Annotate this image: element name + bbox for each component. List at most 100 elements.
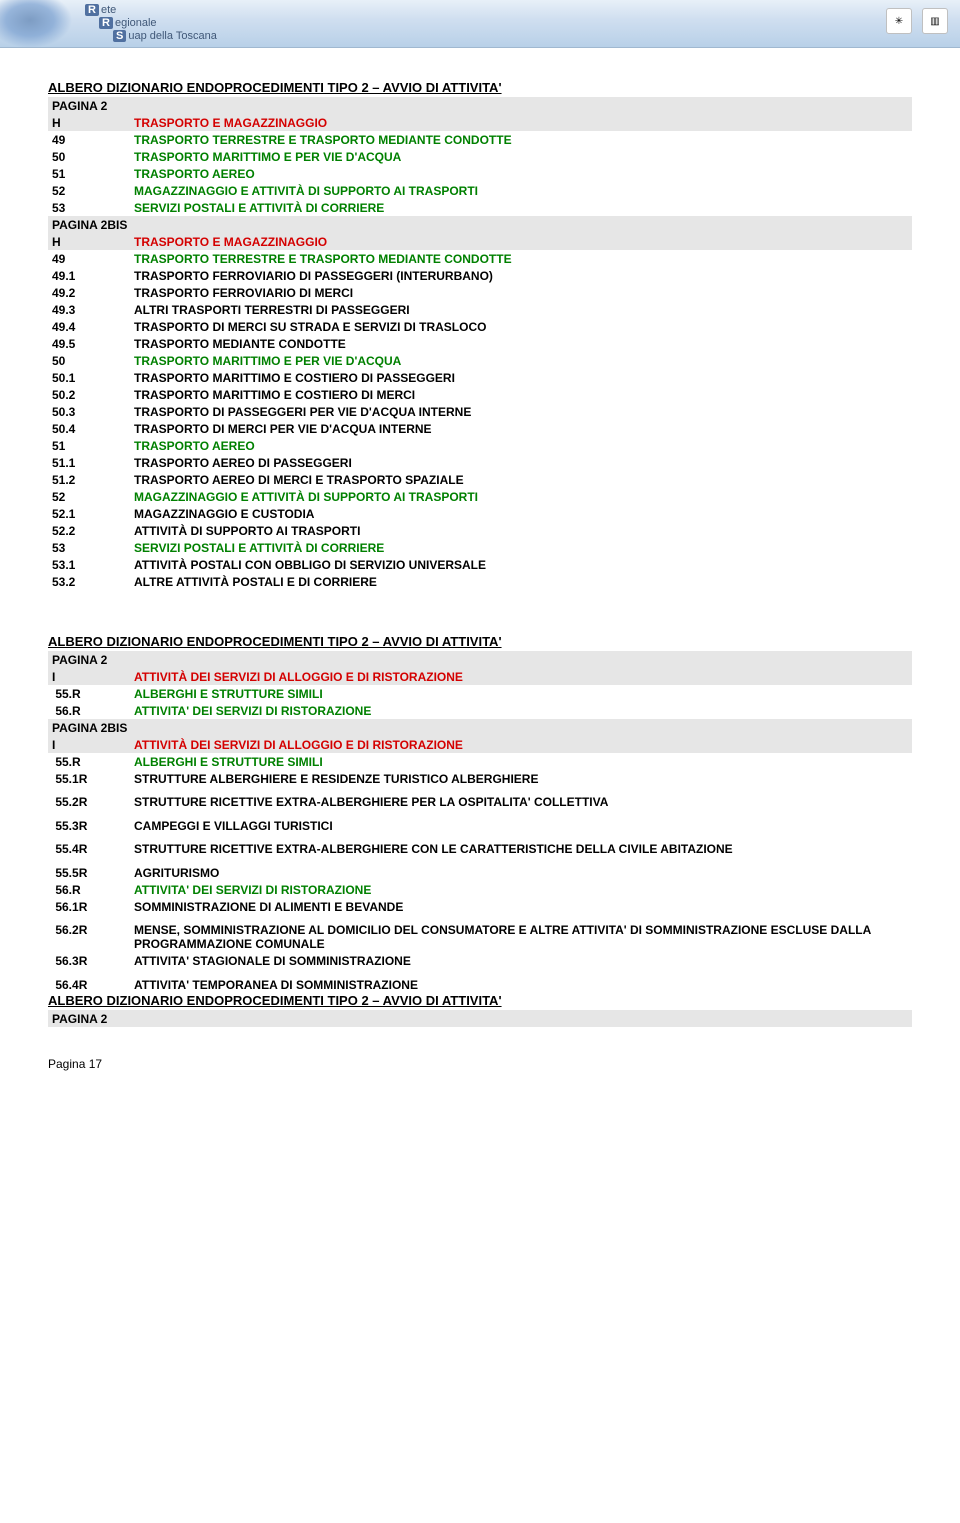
row-code: 55.R [48,685,130,702]
table-row: 52.1MAGAZZINAGGIO E CUSTODIA [48,505,912,522]
row-text: TRASPORTO MARITTIMO E COSTIERO DI MERCI [130,386,912,403]
table-row: 49.2TRASPORTO FERROVIARIO DI MERCI [48,284,912,301]
table-row: 55.2RSTRUTTURE RICETTIVE EXTRA-ALBERGHIE… [48,794,912,818]
row-code: 50.3 [48,403,130,420]
row-text: ALTRI TRASPORTI TERRESTRI DI PASSEGGERI [130,301,912,318]
row-code: 50 [48,148,130,165]
table-row: 50TRASPORTO MARITTIMO E PER VIE D'ACQUA [48,352,912,369]
table-row: PAGINA 2 [48,97,912,114]
table-row: 49.1TRASPORTO FERROVIARIO DI PASSEGGERI … [48,267,912,284]
logo-line3: uap della Toscana [128,30,216,42]
table-row: 53.2ALTRE ATTIVITÀ POSTALI E DI CORRIERE [48,573,912,590]
row-code: 56.R [48,702,130,719]
table-row: 55.RALBERGHI E STRUTTURE SIMILI [48,685,912,702]
row-text: ALTRE ATTIVITÀ POSTALI E DI CORRIERE [130,573,912,590]
row-text: TRASPORTO MARITTIMO E PER VIE D'ACQUA [130,352,912,369]
row-text: TRASPORTO MEDIANTE CONDOTTE [130,335,912,352]
row-code: 55.3R [48,817,130,841]
row-code: 49 [48,131,130,148]
row-text: ATTIVITÀ DEI SERVIZI DI ALLOGGIO E DI RI… [130,668,912,685]
row-text: TRASPORTO TERRESTRE E TRASPORTO MEDIANTE… [130,131,912,148]
table-row: 51TRASPORTO AEREO [48,165,912,182]
table-row: 55.4RSTRUTTURE RICETTIVE EXTRA-ALBERGHIE… [48,841,912,865]
section-title-3: ALBERO DIZIONARIO ENDOPROCEDIMENTI TIPO … [48,993,912,1008]
row-text: ATTIVITÀ DEI SERVIZI DI ALLOGGIO E DI RI… [130,736,912,753]
row-text: TRASPORTO AEREO [130,437,912,454]
row-code: 49.1 [48,267,130,284]
row-text: ALBERGHI E STRUTTURE SIMILI [130,753,912,770]
table-row: 55.5RAGRITURISMO [48,864,912,881]
table-row: 49.4TRASPORTO DI MERCI SU STRADA E SERVI… [48,318,912,335]
logo-r3: S [113,30,126,42]
logo-line2: egionale [115,17,157,29]
row-text: ATTIVITA' DEI SERVIZI DI RISTORAZIONE [130,702,912,719]
table-row: 49.5TRASPORTO MEDIANTE CONDOTTE [48,335,912,352]
row-text: TRASPORTO DI MERCI PER VIE D'ACQUA INTER… [130,420,912,437]
row-code: 50.4 [48,420,130,437]
row-code: 52 [48,182,130,199]
table-row: 50.1TRASPORTO MARITTIMO E COSTIERO DI PA… [48,369,912,386]
table-row: 53SERVIZI POSTALI E ATTIVITÀ DI CORRIERE [48,199,912,216]
row-code: 52.2 [48,522,130,539]
row-code: 49.2 [48,284,130,301]
table-row: 49TRASPORTO TERRESTRE E TRASPORTO MEDIAN… [48,250,912,267]
table-block-3: PAGINA 2 [48,1010,912,1027]
row-text: TRASPORTO MARITTIMO E COSTIERO DI PASSEG… [130,369,912,386]
row-code: 56.R [48,881,130,898]
table-row: 52MAGAZZINAGGIO E ATTIVITÀ DI SUPPORTO A… [48,488,912,505]
row-code: 50.2 [48,386,130,403]
row-code: 53 [48,199,130,216]
row-code: 55.1R [48,770,130,794]
row-code: 50.1 [48,369,130,386]
table-row: 52.2ATTIVITÀ DI SUPPORTO AI TRASPORTI [48,522,912,539]
row-text: STRUTTURE ALBERGHIERE E RESIDENZE TURIST… [130,770,912,794]
row-code: 52 [48,488,130,505]
row-text: TRASPORTO FERROVIARIO DI PASSEGGERI (INT… [130,267,912,284]
table-row: IATTIVITÀ DEI SERVIZI DI ALLOGGIO E DI R… [48,668,912,685]
row-code: 49.3 [48,301,130,318]
table-row: 50.2TRASPORTO MARITTIMO E COSTIERO DI ME… [48,386,912,403]
row-text: CAMPEGGI E VILLAGGI TURISTICI [130,817,912,841]
row-code: I [48,668,130,685]
row-text: TRASPORTO DI PASSEGGERI PER VIE D'ACQUA … [130,403,912,420]
section-title-2: ALBERO DIZIONARIO ENDOPROCEDIMENTI TIPO … [48,634,912,649]
row-code: 51 [48,165,130,182]
row-code: H [48,114,130,131]
table-row: 50TRASPORTO MARITTIMO E PER VIE D'ACQUA [48,148,912,165]
table-row: PAGINA 2BIS [48,216,912,233]
row-code: 56.4R [48,976,130,993]
row-code: 49.4 [48,318,130,335]
row-text: MENSE, SOMMINISTRAZIONE AL DOMICILIO DEL… [130,922,912,953]
row-code: 53 [48,539,130,556]
table-block-2: PAGINA 2IATTIVITÀ DEI SERVIZI DI ALLOGGI… [48,651,912,993]
row-code: I [48,736,130,753]
row-text: TRASPORTO AEREO [130,165,912,182]
table-row: 56.2RMENSE, SOMMINISTRAZIONE AL DOMICILI… [48,922,912,953]
row-text: MAGAZZINAGGIO E ATTIVITÀ DI SUPPORTO AI … [130,488,912,505]
row-text: AGRITURISMO [130,864,912,881]
header-logo: Rete Regionale Suap della Toscana [85,4,217,44]
table-row: HTRASPORTO E MAGAZZINAGGIO [48,233,912,250]
table-row: 56.1RSOMMINISTRAZIONE DI ALIMENTI E BEVA… [48,898,912,922]
row-code: 56.1R [48,898,130,922]
header-swirl-decor [0,0,90,48]
row-text: TRASPORTO AEREO DI MERCI E TRASPORTO SPA… [130,471,912,488]
row-code: 51.2 [48,471,130,488]
row-text: STRUTTURE RICETTIVE EXTRA-ALBERGHIERE CO… [130,841,912,865]
row-code: 51.1 [48,454,130,471]
row-text: TRASPORTO AEREO DI PASSEGGERI [130,454,912,471]
header-bar: Rete Regionale Suap della Toscana ✳ ▥ [0,0,960,48]
table-row: PAGINA 2BIS [48,719,912,736]
logo-r1: R [85,4,99,16]
row-code: 52.1 [48,505,130,522]
row-text: TRASPORTO E MAGAZZINAGGIO [130,114,912,131]
row-code: PAGINA 2 [48,97,912,114]
row-code: 55.2R [48,794,130,818]
table-row: 56.RATTIVITA' DEI SERVIZI DI RISTORAZION… [48,881,912,898]
logo-r2: R [99,17,113,29]
row-text: MAGAZZINAGGIO E CUSTODIA [130,505,912,522]
row-text: TRASPORTO E MAGAZZINAGGIO [130,233,912,250]
row-text: TRASPORTO MARITTIMO E PER VIE D'ACQUA [130,148,912,165]
badge-icon-1: ✳ [886,8,912,34]
row-text: SOMMINISTRAZIONE DI ALIMENTI E BEVANDE [130,898,912,922]
